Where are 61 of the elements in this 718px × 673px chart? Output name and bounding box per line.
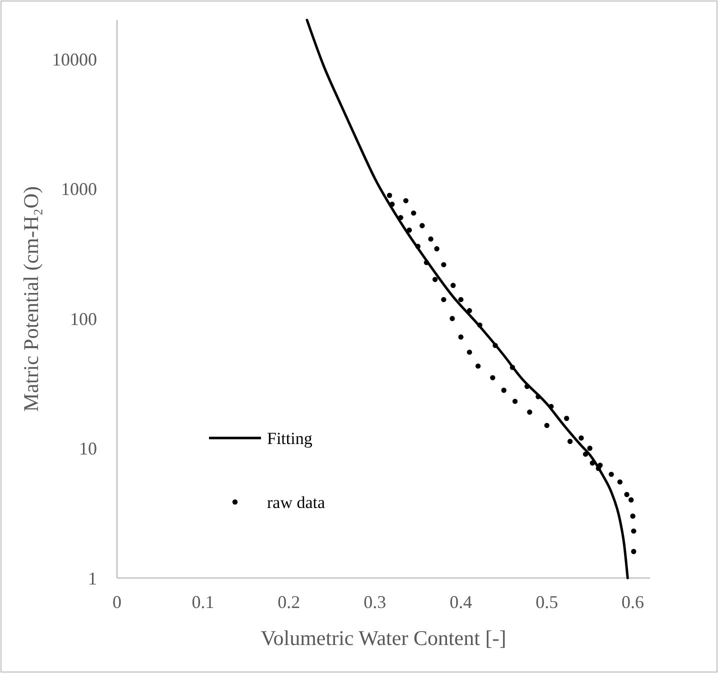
point xyxy=(582,452,588,457)
x-tick-label: 0 xyxy=(112,592,122,612)
point xyxy=(578,435,584,441)
y-tick-label: 10 xyxy=(79,438,97,459)
point xyxy=(548,404,554,410)
point xyxy=(450,316,455,322)
x-tick-label: 0.5 xyxy=(536,592,558,612)
point xyxy=(501,388,506,393)
point xyxy=(403,198,408,204)
y-tick-label: 10000 xyxy=(52,49,97,70)
point xyxy=(608,472,614,477)
point xyxy=(410,210,416,216)
point xyxy=(450,282,456,288)
point xyxy=(441,262,446,268)
point xyxy=(466,308,472,314)
point xyxy=(415,244,420,249)
point xyxy=(428,236,434,242)
point xyxy=(424,260,430,266)
point xyxy=(510,364,516,370)
x-tick-label: 0.3 xyxy=(364,592,386,612)
legend-label: Fitting xyxy=(267,428,313,448)
x-tick-label: 0.6 xyxy=(622,592,644,612)
point xyxy=(527,410,532,415)
legend-label: raw data xyxy=(267,492,326,512)
point xyxy=(475,363,481,369)
point xyxy=(624,492,630,498)
point xyxy=(567,438,573,444)
point xyxy=(432,276,438,282)
point xyxy=(441,296,446,302)
x-axis-title: Volumetric Water Content [-] xyxy=(260,626,506,650)
x-tick-label: 0.2 xyxy=(278,592,300,612)
point xyxy=(398,214,404,220)
x-tick-label: 0.1 xyxy=(192,592,214,612)
point xyxy=(434,246,440,252)
point xyxy=(631,528,636,534)
y-tick-label: 1000 xyxy=(61,179,97,200)
point xyxy=(631,548,636,554)
x-tick-label: 0.4 xyxy=(450,592,472,612)
point xyxy=(590,460,595,466)
point xyxy=(628,497,634,502)
y-tick-label: 1 xyxy=(88,568,97,588)
point xyxy=(490,375,496,380)
point xyxy=(524,384,530,389)
point xyxy=(477,322,482,328)
point xyxy=(458,334,464,340)
point xyxy=(630,514,636,519)
point xyxy=(406,228,412,233)
point xyxy=(587,446,592,451)
point xyxy=(420,223,425,228)
y-tick-label: 100 xyxy=(70,308,97,329)
point xyxy=(544,422,550,428)
point xyxy=(512,398,518,404)
point xyxy=(386,192,392,198)
point xyxy=(617,479,623,485)
y-axis-title: Matric Potential (cm-H₂O) xyxy=(19,186,43,412)
point xyxy=(598,462,603,468)
point xyxy=(458,296,464,302)
point xyxy=(466,350,472,355)
point xyxy=(492,342,498,348)
point xyxy=(564,416,570,421)
point xyxy=(536,394,541,400)
